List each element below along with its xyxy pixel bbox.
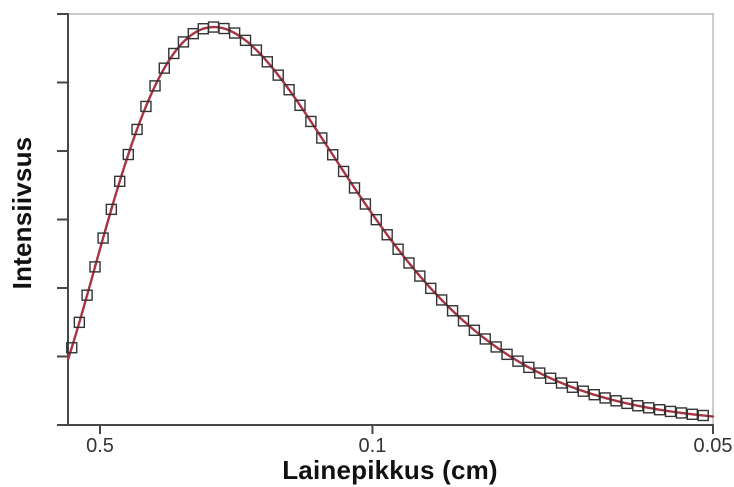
x-tick-label: 0.1 [359,435,387,457]
data-point-marker [697,409,709,422]
data-point-marker [239,34,252,47]
data-point-marker [177,36,190,48]
data-point-marker [337,165,350,178]
data-point-marker [348,182,361,194]
data-point-marker [89,261,101,273]
data-point-marker [653,404,666,416]
data-point-marker [512,355,524,367]
planck-fit-curve [66,25,715,418]
data-point-marker [66,342,78,354]
data-point-marker [305,115,317,128]
data-point-marker [228,27,241,39]
data-point-marker [326,149,339,161]
y-axis-ticks [57,13,68,426]
data-point-marker [392,243,404,255]
data-point-marker [261,56,273,68]
data-point-marker [158,62,171,74]
data-point-marker [632,400,644,412]
data-point-marker [534,367,546,379]
data-point-marker [381,229,393,241]
x-axis-tick-labels: 0.5 0.1 0.05 [86,435,732,457]
data-point-marker [479,333,491,345]
data-point-marker [588,389,600,401]
data-point-marker [359,198,372,210]
data-point-marker [149,80,161,92]
data-point-marker [425,282,437,295]
data-point-marker [457,315,470,327]
x-tick-label: 0.5 [86,435,114,457]
data-point-marker [131,123,143,136]
data-point-marker [250,44,263,56]
data-point-marker [81,289,93,301]
y-axis-title: Intensiivsus [7,137,37,290]
data-point-marker [105,203,118,216]
data-point-marker [370,213,382,226]
data-point-marker [664,405,677,418]
data-point-marker [122,148,135,161]
x-axis-ticks [99,425,714,434]
data-point-marker [490,341,502,353]
data-point-marker [544,372,557,384]
data-point-marker [643,402,655,414]
data-point-marker [283,84,295,96]
data-point-marker [168,47,180,60]
data-point-marker [621,397,633,410]
data-point-marker [114,175,126,188]
data-point-marker [610,395,622,407]
x-axis-title: Lainepikkus (cm) [282,455,498,485]
data-point-marker [272,69,284,81]
data-point-marker [675,407,688,419]
data-point-marker [316,132,328,144]
data-point-marker [566,381,579,393]
data-point-marker [73,316,86,329]
data-point-marker [97,232,109,244]
data-point-marker [446,305,459,317]
data-point-marker [577,385,590,397]
x-tick-label: 0.05 [694,435,733,457]
data-point-marker [686,408,699,420]
data-point-marker [414,270,426,282]
data-point-marker [294,99,306,112]
data-point-marker [403,257,415,269]
data-point-marker [468,324,481,337]
data-point-markers [66,21,709,422]
data-point-marker [523,361,535,374]
data-point-marker [599,392,611,404]
data-point-marker [555,377,568,389]
data-point-marker [435,294,448,306]
data-point-marker [501,348,513,361]
data-point-marker [140,100,152,113]
